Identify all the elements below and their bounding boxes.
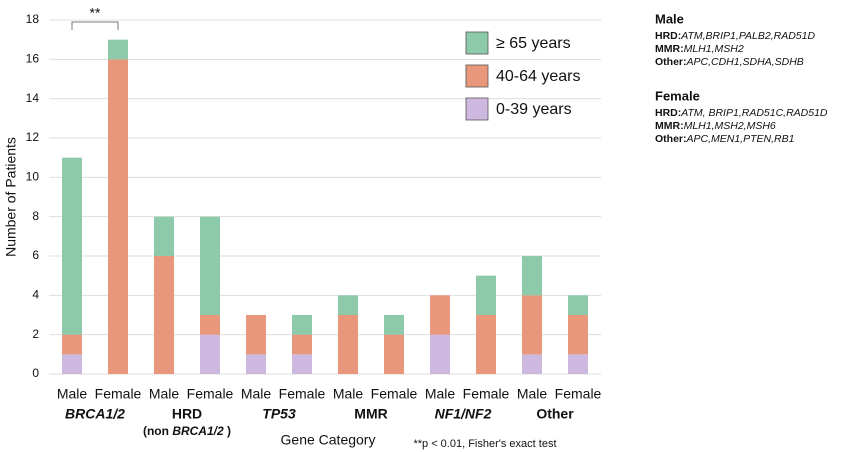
bar-segment	[522, 354, 542, 374]
note-label: Other:	[655, 56, 687, 68]
bar-segment	[522, 295, 542, 355]
legend-label: 40-64 years	[496, 68, 581, 85]
x-tick-label: Male	[517, 386, 548, 402]
significance-bracket	[71, 21, 119, 30]
note-genes: ATM, BRIP1,RAD51C,RAD51D	[680, 107, 828, 119]
note-row: MMR:MLH1,MSH2	[655, 43, 744, 55]
x-axis-label: Gene Category	[281, 432, 376, 448]
bar-segment	[108, 39, 128, 60]
group-label: TP53	[262, 406, 296, 422]
bar-segment	[384, 315, 404, 335]
x-tick-label: Female	[279, 386, 326, 402]
group-label: HRD	[172, 406, 202, 422]
note-row: HRD:ATM, BRIP1,RAD51C,RAD51D	[655, 107, 828, 119]
note-genes: MLH1,MSH2,MSH6	[684, 120, 776, 132]
group-label: BRCA1/2	[65, 406, 125, 422]
x-tick-label: Female	[95, 386, 142, 402]
group-label: Other	[536, 406, 574, 422]
y-tick-label: 16	[26, 52, 40, 66]
y-tick-label: 18	[26, 12, 40, 26]
x-tick-label: Male	[149, 386, 180, 402]
y-tick-label: 0	[32, 366, 39, 380]
x-tick-label: Female	[187, 386, 234, 402]
bar-segment	[62, 334, 82, 355]
note-row: MMR:MLH1,MSH2,MSH6	[655, 120, 776, 132]
x-tick-label: Male	[241, 386, 272, 402]
bar-segment	[292, 354, 312, 374]
note-genes: MLH1,MSH2	[684, 43, 744, 55]
group-label: MMR	[354, 406, 387, 422]
y-tick-label: 6	[32, 248, 39, 262]
note-title: Female	[655, 88, 700, 103]
note-label: HRD:	[655, 107, 681, 119]
group-sublabel-part: (non	[143, 424, 172, 438]
note-genes: ATM,BRIP1,PALB2,RAD51D	[680, 30, 815, 42]
significance-label: **	[90, 5, 101, 21]
group-sublabel: (non BRCA1/2 )	[143, 424, 231, 438]
legend-label: ≥ 65 years	[496, 35, 571, 52]
bar-segment	[62, 157, 82, 335]
bar-segment	[200, 315, 220, 335]
bar-segment	[338, 315, 358, 374]
y-tick-label: 14	[26, 91, 40, 105]
y-axis-label: Number of Patients	[3, 137, 19, 257]
legend-swatch	[465, 31, 489, 55]
bar-segment	[430, 295, 450, 335]
note-genes: APC,CDH1,SDHA,SDHB	[686, 56, 804, 68]
note-label: HRD:	[655, 30, 681, 42]
bar-segment	[292, 315, 312, 335]
bar-segment	[568, 295, 588, 315]
bar-segment	[384, 334, 404, 374]
bar-segment	[568, 354, 588, 374]
x-tick-label: Female	[371, 386, 418, 402]
x-tick-label: Female	[555, 386, 602, 402]
y-tick-label: 4	[32, 288, 39, 302]
x-tick-label: Female	[463, 386, 510, 402]
bar-segment	[154, 256, 174, 374]
bar-segment	[62, 354, 82, 374]
group-label: NF1/NF2	[435, 406, 492, 422]
note-row: Other:APC,MEN1,PTEN,RB1	[655, 133, 794, 145]
x-tick-label: Male	[333, 386, 364, 402]
bar-segment	[568, 315, 588, 355]
bar-segment	[476, 315, 496, 374]
bar-segment	[338, 295, 358, 315]
y-tick-label: 12	[26, 130, 40, 144]
note-row: HRD:ATM,BRIP1,PALB2,RAD51D	[655, 30, 815, 42]
bar-segment	[522, 256, 542, 296]
group-sublabel-part: )	[224, 424, 231, 438]
bar-segment	[200, 216, 220, 315]
footnote: **p < 0.01, Fisher's exact test	[413, 438, 556, 450]
legend-swatch	[465, 64, 489, 88]
bar-segment	[246, 354, 266, 374]
note-label: MMR:	[655, 120, 684, 132]
group-sublabel-part: BRCA1/2	[172, 424, 224, 438]
y-tick-label: 10	[26, 170, 40, 184]
note-title: Male	[655, 11, 684, 26]
bar-segment	[108, 59, 128, 374]
note-genes: APC,MEN1,PTEN,RB1	[686, 133, 795, 145]
bar-segment	[200, 334, 220, 374]
bar-segment	[246, 315, 266, 355]
note-label: Other:	[655, 133, 687, 145]
bar-segment	[430, 334, 450, 374]
legend-swatch	[465, 97, 489, 121]
note-label: MMR:	[655, 43, 684, 55]
legend-label: 0-39 years	[496, 101, 572, 118]
x-tick-label: Male	[57, 386, 88, 402]
bar-segment	[154, 216, 174, 256]
bar-segment	[292, 334, 312, 355]
x-tick-label: Male	[425, 386, 456, 402]
y-tick-label: 2	[32, 327, 39, 341]
note-row: Other:APC,CDH1,SDHA,SDHB	[655, 56, 804, 68]
bar-segment	[476, 275, 496, 315]
y-tick-label: 8	[32, 209, 39, 223]
